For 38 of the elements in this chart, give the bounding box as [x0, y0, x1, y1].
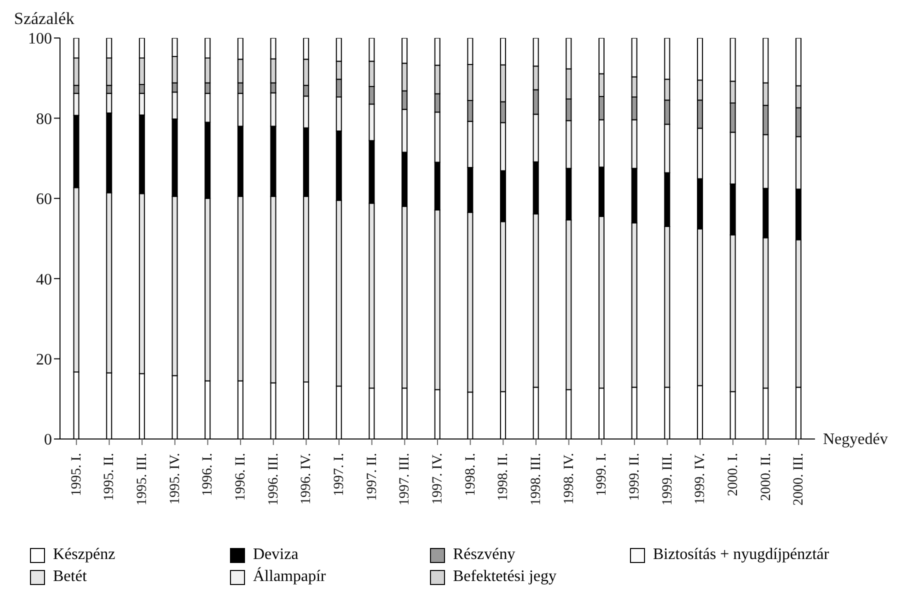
x-tick-label: 1996. II.	[234, 453, 249, 501]
x-tick-label: 1995. II.	[102, 453, 118, 501]
legend-label: Állampapír	[253, 568, 326, 586]
x-tick-label: 1998. II.	[496, 453, 512, 501]
legend-label: Készpénz	[53, 546, 116, 564]
x-tick-label: 1998. I.	[463, 453, 478, 496]
y-tick-label: 100	[28, 30, 52, 48]
x-tick-label: 1997. III.	[398, 453, 413, 506]
legend-label: Biztosítás + nyugdíjpénztár	[653, 546, 830, 564]
y-tick-label: 40	[36, 271, 52, 288]
x-axis-title: Negyedév	[823, 431, 888, 448]
x-tick-label: 1995. I.	[69, 453, 84, 496]
x-tick-label: 1997. I.	[332, 453, 348, 496]
x-tick-label: 2000. I.	[726, 453, 741, 496]
x-tick-label: 1995. III.	[135, 453, 150, 506]
y-tick-label: 20	[36, 351, 52, 368]
x-tick-label: 1999. IV.	[693, 453, 708, 504]
x-tick-label: 1998. IV.	[562, 453, 577, 504]
x-tick-label: 2000. III.	[792, 453, 807, 506]
x-tick-label: 1996. IV.	[299, 453, 314, 504]
y-tick-label: 60	[36, 191, 52, 208]
legend-label: Betét	[53, 568, 87, 586]
x-tick-label: 1998. III.	[528, 453, 544, 506]
legend-label: Deviza	[253, 546, 298, 564]
legend-label: Befektetési jegy	[453, 568, 557, 586]
x-tick-label: 1999. II.	[627, 453, 642, 501]
y-tick-label: 0	[44, 432, 52, 449]
x-tick-label: 1995. IV.	[168, 453, 183, 504]
x-tick-label: 1997. II.	[364, 453, 380, 501]
x-tick-label: 1996. I.	[200, 453, 216, 496]
x-tick-label: 1996. III.	[266, 453, 282, 506]
y-axis-title: Százalék	[14, 9, 75, 28]
x-tick-label: 1999. III.	[660, 453, 676, 506]
legend-label: Részvény	[453, 546, 516, 564]
x-tick-label: 1997. IV.	[430, 453, 446, 504]
x-tick-label: 1999. I.	[594, 453, 610, 496]
y-tick-label: 80	[36, 110, 52, 128]
x-tick-label: 2000. II.	[758, 453, 774, 501]
